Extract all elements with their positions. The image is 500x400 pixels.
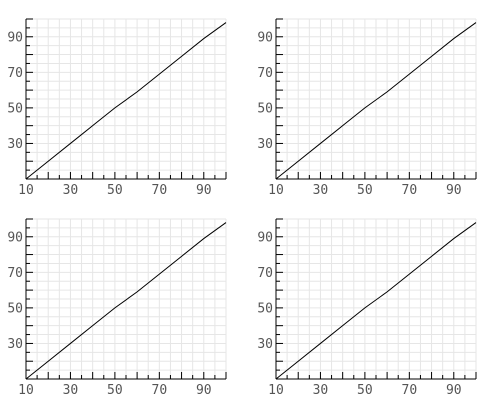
x-tick-label: 70 [152,383,168,398]
y-tick-label: 30 [7,337,23,352]
x-tick-label: 10 [18,383,34,398]
chart-panel-3: 10 30 50 70 90 30 50 70 90 [7,218,227,398]
grid [275,18,477,180]
x-tick-label: 10 [268,183,284,198]
y-tick-label: 50 [7,301,23,316]
y-tick-label: 70 [7,66,23,81]
chart-panel-2: 10 30 50 70 90 30 50 70 90 [257,18,477,198]
y-tick-label: 30 [257,137,273,152]
x-tick-label: 70 [402,183,418,198]
x-tick-label: 50 [357,183,373,198]
y-tick-label: 90 [257,30,273,45]
series-line-1 [275,222,477,380]
x-tick-label: 50 [357,383,373,398]
x-tick-label: 10 [268,383,284,398]
y-tick-label: 70 [7,266,23,281]
y-tick-label: 90 [7,230,23,245]
y-tick-label: 50 [7,101,23,116]
series-line-1 [25,22,227,180]
x-tick-label: 30 [63,183,79,198]
y-tick-label: 50 [257,301,273,316]
x-tick-label: 50 [107,183,123,198]
grid [275,218,477,380]
x-tick-label: 90 [196,383,212,398]
y-tick-label: 50 [257,101,273,116]
chart-panel-1: 10 30 50 70 90 30 50 70 90 [7,18,227,198]
y-tick-label: 70 [257,266,273,281]
x-tick-label: 90 [446,183,462,198]
x-tick-label: 90 [196,183,212,198]
y-tick-label: 90 [7,30,23,45]
y-tick-label: 70 [257,66,273,81]
x-tick-label: 30 [313,383,329,398]
y-tick-label: 30 [257,337,273,352]
x-tick-label: 70 [152,183,168,198]
series-line-1 [275,22,477,180]
x-tick-label: 50 [107,383,123,398]
x-tick-label: 30 [313,183,329,198]
y-tick-label: 30 [7,137,23,152]
x-tick-label: 90 [446,383,462,398]
x-tick-label: 30 [63,383,79,398]
chart-panel-4: 10 30 50 70 90 30 50 70 90 [257,218,477,398]
y-tick-label: 90 [257,230,273,245]
series-line-1 [25,222,227,380]
x-tick-label: 10 [18,183,34,198]
x-tick-label: 70 [402,383,418,398]
grid [25,18,227,180]
